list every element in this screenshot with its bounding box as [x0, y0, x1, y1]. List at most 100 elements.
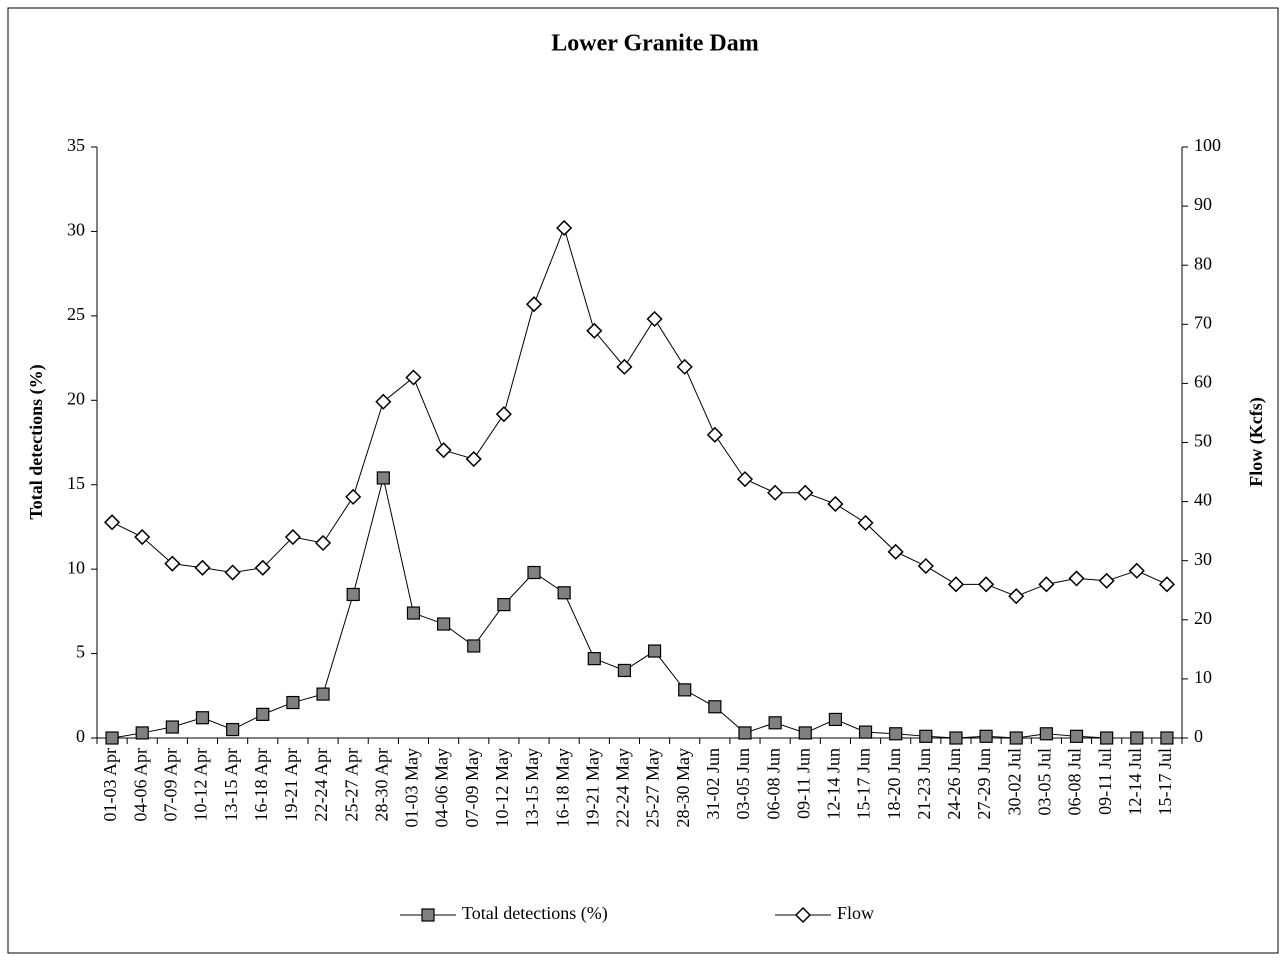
- data-point: [978, 576, 995, 593]
- data-point: [314, 534, 332, 552]
- y2-tick-label: 10: [1194, 667, 1212, 687]
- x-tick-label: 22-24 May: [613, 748, 633, 828]
- data-point: [616, 358, 633, 375]
- y-tick-label: 30: [67, 220, 85, 240]
- data-point: [557, 586, 571, 600]
- x-tick-label: 09-11 Jul: [1095, 748, 1115, 815]
- data-point: [284, 528, 301, 546]
- x-tick-label: 13-15 May: [522, 748, 542, 828]
- data-point: [1008, 588, 1025, 605]
- y-axis-label: Total detections (%): [26, 364, 47, 519]
- data-point: [195, 711, 210, 725]
- data-point: [346, 587, 360, 602]
- data-point: [646, 310, 663, 328]
- data-point: [405, 369, 422, 386]
- x-tick-label: 03-05 Jul: [1035, 748, 1055, 816]
- data-point: [164, 555, 181, 572]
- data-point: [858, 725, 873, 739]
- y2-tick-label: 100: [1194, 135, 1221, 155]
- x-tick-label: 31-02 Jun: [703, 748, 723, 820]
- chart-title: Lower Granite Dam: [551, 31, 759, 57]
- x-tick-label: 04-06 May: [432, 748, 452, 828]
- x-tick-label: 25-27 Apr: [341, 748, 361, 822]
- y-tick-label: 15: [67, 473, 85, 493]
- data-point: [286, 695, 300, 710]
- x-tick-label: 27-29 Jun: [974, 748, 994, 820]
- data-point: [587, 652, 601, 666]
- x-tick-label: 16-18 Apr: [251, 748, 271, 822]
- data-point: [527, 565, 541, 580]
- x-tick-label: 21-23 Jun: [914, 748, 934, 820]
- legend-label: Total detections (%): [462, 903, 608, 924]
- x-tick-label: 15-17 Jul: [1155, 748, 1175, 816]
- y2-tick-label: 0: [1194, 726, 1203, 746]
- data-point: [1158, 576, 1175, 593]
- data-point: [406, 606, 421, 620]
- data-point: [979, 729, 993, 743]
- legend-marker: [794, 906, 812, 924]
- data-point: [706, 426, 723, 443]
- data-point: [767, 484, 784, 501]
- data-point: [104, 514, 121, 531]
- x-tick-label: 28-30 May: [673, 748, 693, 828]
- y2-tick-label: 90: [1194, 194, 1212, 214]
- y2-tick-label: 40: [1194, 490, 1212, 510]
- x-tick-label: 30-02 Jul: [1004, 748, 1024, 816]
- data-point: [316, 687, 330, 701]
- data-point: [676, 358, 693, 375]
- y2-tick-label: 20: [1194, 608, 1212, 628]
- data-point: [827, 495, 844, 513]
- data-point: [495, 406, 512, 423]
- data-point: [1069, 729, 1084, 743]
- y-tick-label: 35: [67, 135, 85, 155]
- data-point: [919, 729, 933, 743]
- y-tick-label: 20: [67, 388, 85, 408]
- legend-label: Flow: [837, 903, 874, 923]
- data-point: [586, 322, 603, 339]
- x-tick-label: 16-18 May: [552, 748, 572, 828]
- data-point: [828, 712, 843, 727]
- data-point: [254, 559, 271, 576]
- data-point: [917, 557, 934, 575]
- x-tick-label: 09-11 Jun: [793, 748, 813, 819]
- x-tick-label: 15-17 Jun: [854, 748, 874, 820]
- x-tick-label: 28-30 Apr: [371, 748, 391, 822]
- data-point: [1128, 562, 1145, 579]
- data-point: [497, 598, 511, 612]
- x-tick-label: 22-24 Apr: [311, 748, 331, 822]
- data-point: [736, 471, 754, 488]
- y2-tick-label: 70: [1194, 312, 1212, 332]
- y-tick-label: 25: [67, 304, 85, 324]
- data-point: [647, 644, 662, 658]
- data-point: [949, 731, 963, 745]
- y2-tick-label: 60: [1194, 372, 1212, 392]
- x-tick-label: 19-21 May: [582, 748, 602, 828]
- data-point: [556, 219, 573, 237]
- data-point: [436, 617, 451, 631]
- x-tick-label: 12-14 Jul: [1125, 748, 1145, 816]
- data-point: [224, 564, 241, 581]
- data-point: [1130, 731, 1144, 745]
- data-point: [376, 471, 390, 485]
- data-point: [1100, 731, 1114, 745]
- y2-axis-label: Flow (Kcfs): [1246, 397, 1267, 486]
- data-point: [889, 727, 903, 741]
- x-tick-label: 03-05 Jun: [733, 748, 753, 820]
- data-point: [134, 528, 151, 546]
- x-tick-label: 04-06 Apr: [130, 748, 150, 822]
- data-point: [194, 559, 211, 576]
- data-point: [797, 484, 814, 501]
- chart-frame: [7, 7, 1279, 954]
- data-point: [525, 296, 543, 313]
- data-point: [165, 720, 179, 734]
- y2-tick-label: 30: [1194, 549, 1212, 569]
- x-tick-label: 07-09 May: [462, 748, 482, 828]
- data-point: [256, 707, 270, 721]
- x-tick-label: 19-21 Apr: [281, 748, 301, 822]
- data-point: [678, 683, 692, 697]
- data-point: [1160, 731, 1174, 745]
- legend-marker: [421, 908, 435, 922]
- x-tick-label: 24-26 Jun: [944, 748, 964, 820]
- data-point: [1068, 570, 1085, 587]
- data-point: [135, 726, 149, 740]
